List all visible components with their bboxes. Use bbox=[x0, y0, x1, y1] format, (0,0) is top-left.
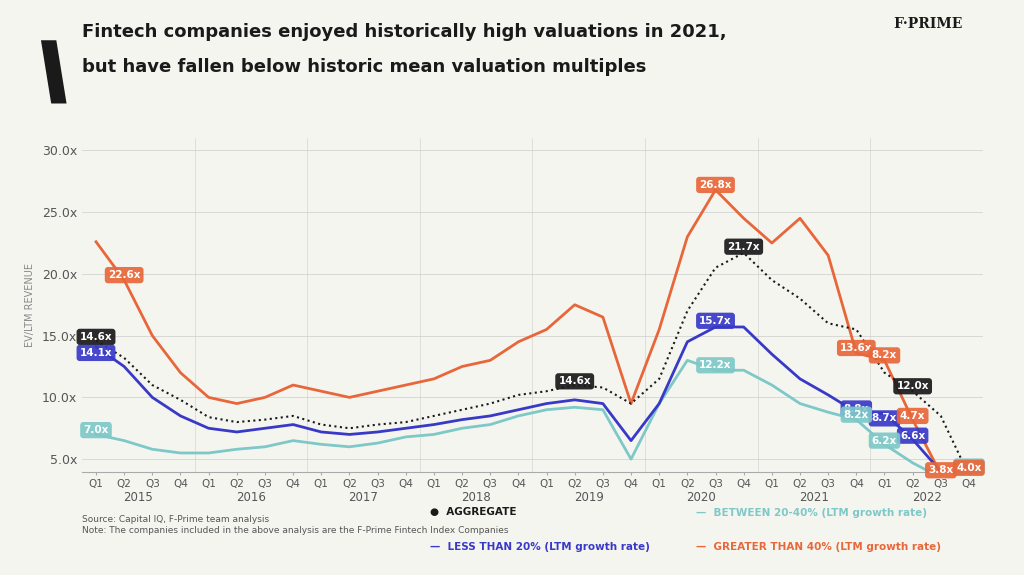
Text: 2017: 2017 bbox=[348, 491, 379, 504]
Text: 4.0x: 4.0x bbox=[956, 462, 982, 471]
Text: 8.8x: 8.8x bbox=[844, 404, 869, 413]
Text: 2021: 2021 bbox=[799, 491, 829, 504]
Text: 14.6x: 14.6x bbox=[558, 376, 591, 386]
Text: 4.0x: 4.0x bbox=[956, 463, 982, 473]
Text: 8.2x: 8.2x bbox=[871, 350, 897, 361]
Text: —  LESS THAN 20% (LTM growth rate): — LESS THAN 20% (LTM growth rate) bbox=[430, 542, 650, 552]
Text: 7.0x: 7.0x bbox=[83, 425, 109, 435]
Text: 26.8x: 26.8x bbox=[699, 180, 732, 190]
Text: but have fallen below historic mean valuation multiples: but have fallen below historic mean valu… bbox=[82, 58, 646, 75]
Text: —  GREATER THAN 40% (LTM growth rate): — GREATER THAN 40% (LTM growth rate) bbox=[696, 542, 941, 552]
Y-axis label: EV/LTM REVENUE: EV/LTM REVENUE bbox=[25, 263, 35, 347]
Text: 2019: 2019 bbox=[573, 491, 604, 504]
Text: ●  AGGREGATE: ● AGGREGATE bbox=[430, 508, 516, 518]
Text: 2018: 2018 bbox=[461, 491, 492, 504]
Text: Source: Capital IQ, F-Prime team analysis
Note: The companies included in the ab: Source: Capital IQ, F-Prime team analysi… bbox=[82, 515, 509, 535]
Text: 12.2x: 12.2x bbox=[699, 361, 732, 370]
Text: 2022: 2022 bbox=[911, 491, 942, 504]
Text: 13.6x: 13.6x bbox=[840, 343, 872, 353]
Text: 4.7x: 4.7x bbox=[900, 411, 926, 421]
Text: —  BETWEEN 20-40% (LTM growth rate): — BETWEEN 20-40% (LTM growth rate) bbox=[696, 508, 928, 518]
Text: 21.7x: 21.7x bbox=[727, 242, 760, 252]
Text: 2015: 2015 bbox=[123, 491, 154, 504]
Text: 12.0x: 12.0x bbox=[896, 381, 929, 391]
Text: Fintech companies enjoyed historically high valuations in 2021,: Fintech companies enjoyed historically h… bbox=[82, 23, 727, 41]
Text: 2020: 2020 bbox=[686, 491, 717, 504]
Text: 8.2x: 8.2x bbox=[844, 409, 869, 420]
Text: 15.7x: 15.7x bbox=[699, 316, 732, 326]
Text: F·PRIME: F·PRIME bbox=[893, 17, 963, 31]
Text: 3.8x: 3.8x bbox=[928, 465, 953, 476]
Text: 14.6x: 14.6x bbox=[80, 332, 113, 342]
Text: 8.7x: 8.7x bbox=[871, 413, 897, 423]
Text: 2016: 2016 bbox=[236, 491, 266, 504]
Text: 6.2x: 6.2x bbox=[871, 436, 897, 446]
Text: 14.1x: 14.1x bbox=[80, 348, 113, 358]
Text: 22.6x: 22.6x bbox=[108, 270, 140, 280]
Text: 6.6x: 6.6x bbox=[900, 431, 926, 440]
